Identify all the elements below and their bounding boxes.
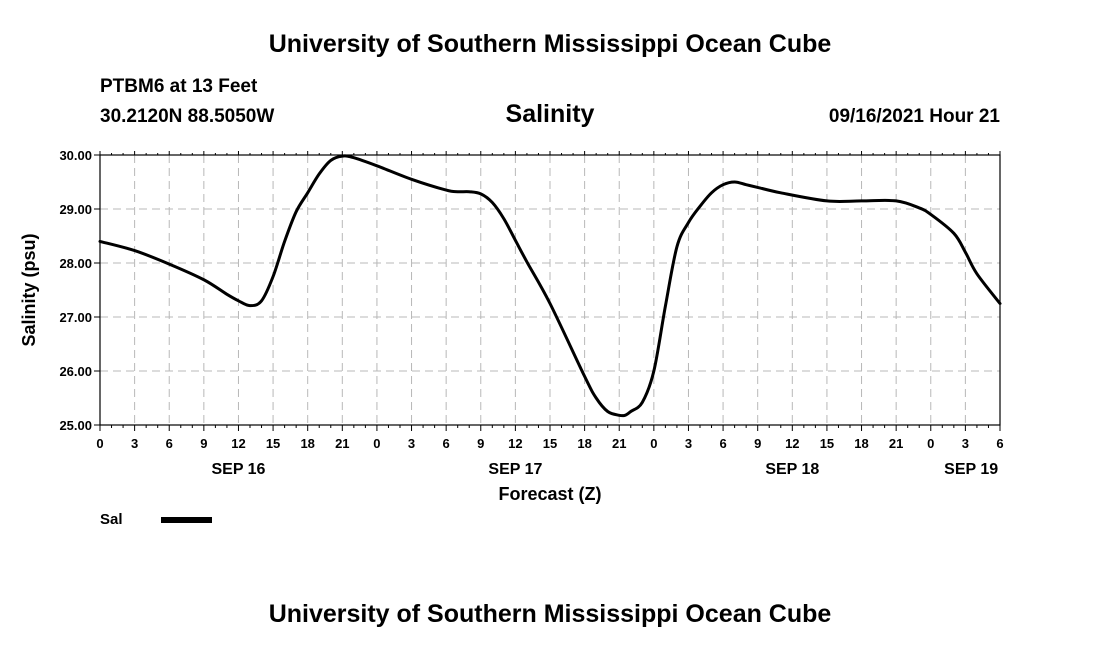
x-tick-label: 15	[266, 436, 280, 451]
x-tick-label: 18	[577, 436, 591, 451]
page-title: University of Southern Mississippi Ocean…	[268, 30, 832, 58]
axes	[94, 151, 1001, 431]
x-tick-label: 3	[685, 436, 692, 451]
x-tick-label: 21	[612, 436, 626, 451]
y-tick-label: 27.00	[59, 310, 92, 325]
station-coordinates: 30.2120N 88.5050W	[100, 106, 275, 127]
y-tick-label: 30.00	[59, 148, 92, 163]
plot-frame	[99, 154, 1001, 426]
x-tick-label: 6	[719, 436, 726, 451]
x-tick-label: 0	[650, 436, 657, 451]
x-tick-label: 21	[335, 436, 349, 451]
x-tick-label: 6	[443, 436, 450, 451]
x-tick-label: 0	[373, 436, 380, 451]
y-axis-label: Salinity (psu)	[19, 233, 39, 346]
station-label: PTBM6 at 13 Feet	[100, 76, 258, 97]
x-tick-label: 15	[543, 436, 557, 451]
y-tick-label: 29.00	[59, 202, 92, 217]
date-label: SEP 18	[765, 461, 819, 478]
x-tick-label: 6	[166, 436, 173, 451]
x-axis-label: Forecast (Z)	[498, 484, 601, 504]
x-tick-label: 21	[889, 436, 903, 451]
forecast-datetime: 09/16/2021 Hour 21	[828, 106, 1000, 127]
x-tick-label: 3	[962, 436, 969, 451]
date-label: SEP 19	[944, 461, 998, 478]
tick-labels: 25.00 26.00 27.00 28.00 29.00 30.00 0 3 6 9 12 15 18…	[59, 148, 1003, 478]
x-tick-label: 18	[300, 436, 314, 451]
x-tick-label: 12	[785, 436, 799, 451]
x-tick-label: 9	[200, 436, 207, 451]
legend-label: Sal	[100, 511, 123, 528]
x-tick-label: 0	[927, 436, 934, 451]
footer-title: University of Southern Mississippi Ocean…	[268, 600, 832, 628]
x-tick-label: 3	[408, 436, 415, 451]
date-label: SEP 16	[211, 461, 265, 478]
y-tick-label: 26.00	[59, 364, 92, 379]
chart-title: Salinity	[505, 100, 595, 128]
x-tick-label: 9	[754, 436, 761, 451]
series-line-sal	[98, 154, 1002, 418]
x-tick-label: 3	[131, 436, 138, 451]
x-tick-label: 6	[996, 436, 1003, 451]
series-layer	[98, 154, 1002, 418]
y-tick-label: 28.00	[59, 256, 92, 271]
x-tick-label: 18	[854, 436, 868, 451]
x-tick-label: 15	[820, 436, 834, 451]
y-tick-label: 25.00	[59, 418, 92, 433]
x-tick-label: 9	[477, 436, 484, 451]
date-label: SEP 17	[488, 461, 542, 478]
grid-lines	[100, 155, 1000, 425]
x-tick-label: 12	[508, 436, 522, 451]
x-tick-label: 0	[96, 436, 103, 451]
x-tick-label: 12	[231, 436, 245, 451]
